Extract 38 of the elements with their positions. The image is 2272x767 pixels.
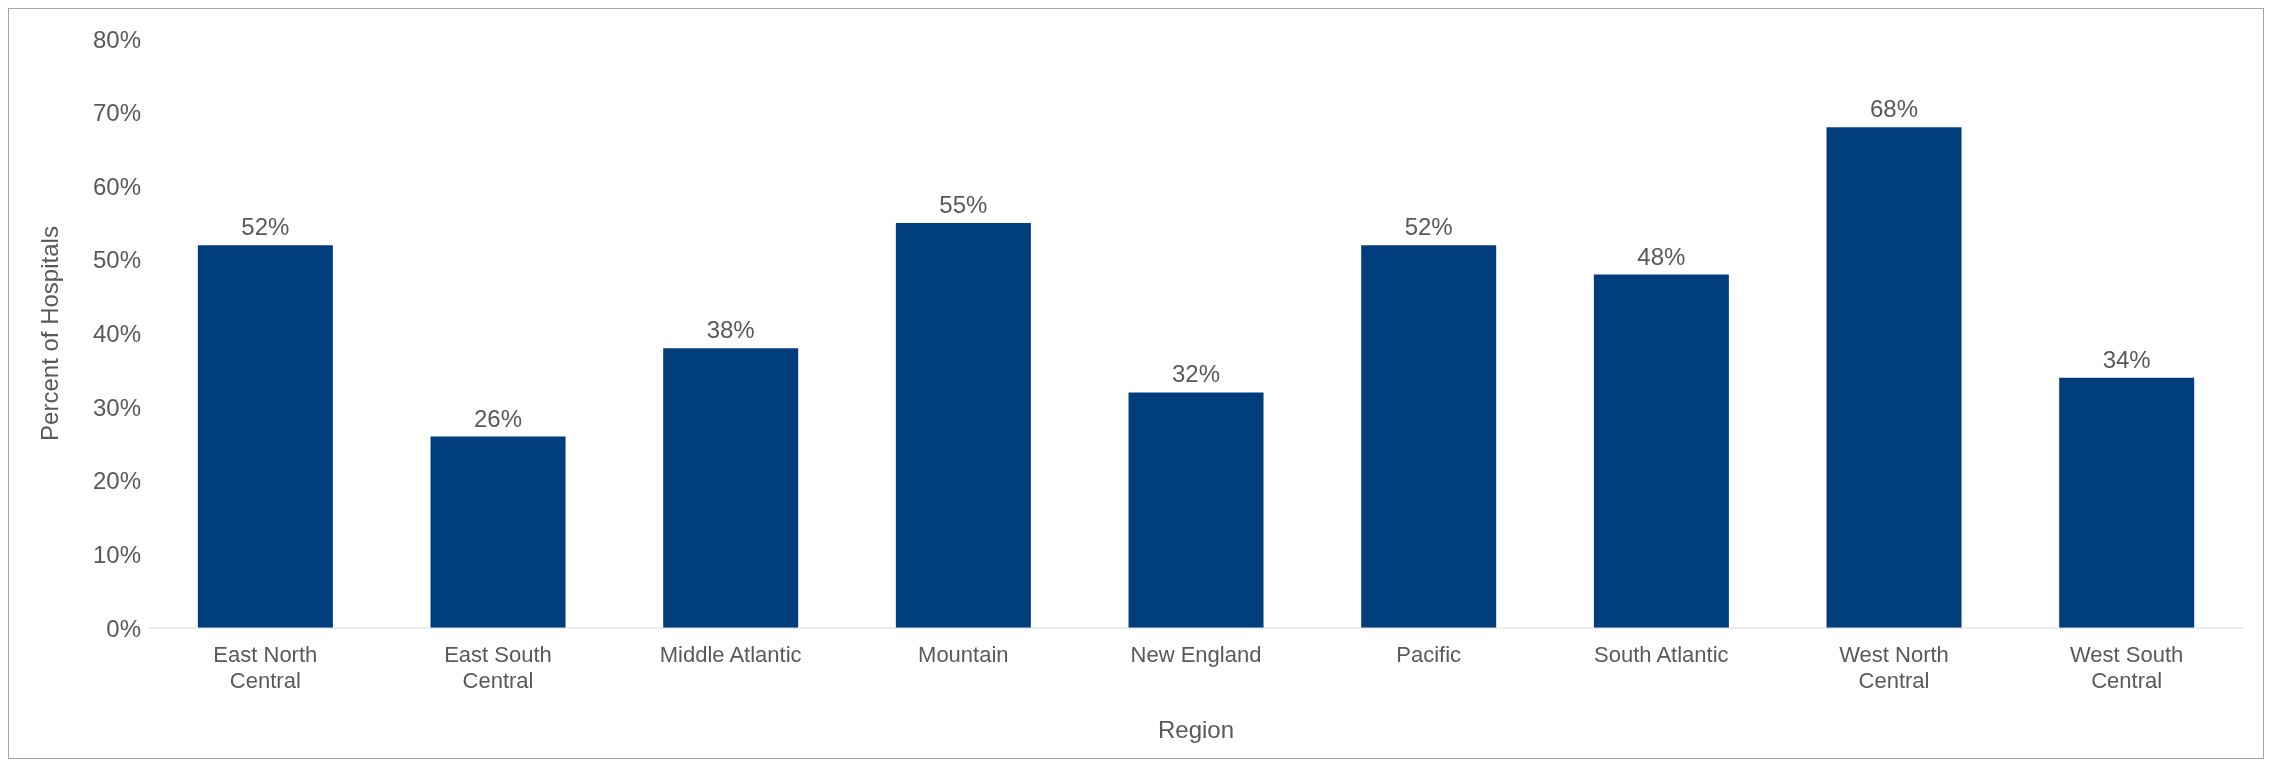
y-tick-label: 10%: [92, 540, 141, 568]
x-tick-label: Pacific: [1396, 642, 1462, 667]
bar: [1361, 245, 1497, 628]
data-label: 52%: [241, 213, 290, 241]
data-label: 34%: [2102, 345, 2151, 373]
y-tick-label: 40%: [92, 320, 141, 348]
x-tick-label: New England: [1130, 642, 1262, 667]
bar: [430, 436, 566, 628]
y-tick-label: 0%: [106, 614, 141, 642]
data-label: 68%: [1870, 95, 1919, 123]
y-tick-label: 20%: [92, 467, 141, 495]
bar: [197, 245, 333, 628]
data-label: 52%: [1404, 213, 1453, 241]
x-tick-label: Mountain: [918, 642, 1009, 667]
y-tick-label: 80%: [92, 25, 141, 53]
x-tick-label: East South Central: [444, 642, 552, 693]
x-tick-label: East North Central: [213, 642, 318, 693]
bar: [1826, 127, 1962, 628]
data-label: 48%: [1637, 242, 1686, 270]
y-tick-label: 30%: [92, 393, 141, 421]
x-axis-title: Region: [1157, 716, 1235, 743]
data-label: 38%: [706, 316, 755, 344]
x-tick-label: South Atlantic: [1594, 642, 1729, 667]
x-tick-label: Middle Atlantic: [659, 642, 802, 667]
y-tick-label: 60%: [92, 172, 141, 200]
bar: [1128, 392, 1264, 628]
bar: [895, 223, 1031, 628]
y-axis-title: Percent of Hospitals: [35, 226, 63, 441]
data-label: 55%: [939, 191, 988, 219]
y-tick-label: 50%: [92, 246, 141, 274]
bar: [2059, 377, 2195, 628]
x-tick-label: West North Central: [1839, 642, 1949, 693]
bar: [1593, 274, 1729, 628]
data-label: 32%: [1172, 360, 1221, 388]
x-tick-label: West South Central: [2070, 642, 2184, 693]
bar: [663, 348, 799, 628]
data-label: 26%: [474, 404, 523, 432]
y-tick-label: 70%: [92, 99, 141, 127]
